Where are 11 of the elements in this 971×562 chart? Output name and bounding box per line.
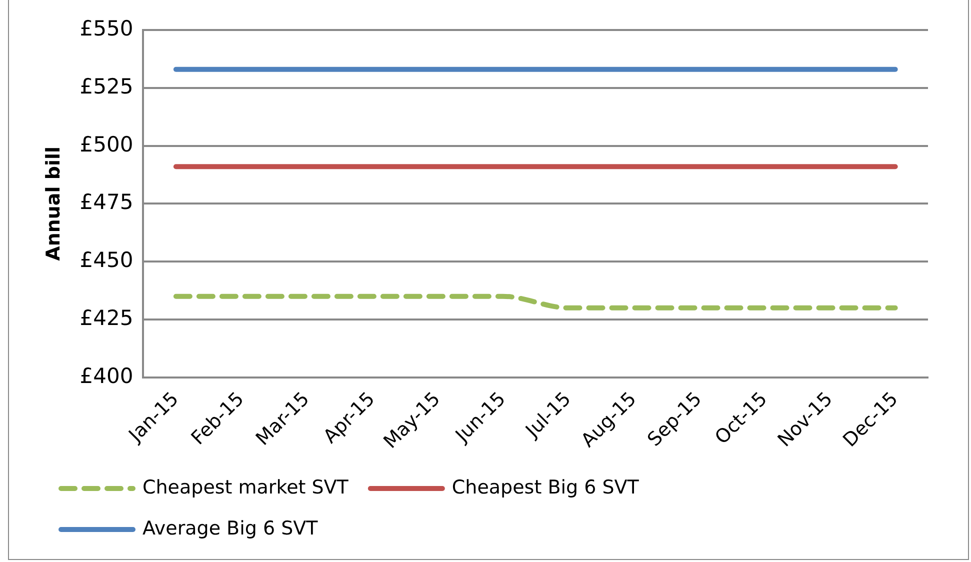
y-axis-title: Annual bill xyxy=(42,146,64,261)
y-tick-label: £400 xyxy=(80,364,134,388)
legend-label: Cheapest Big 6 SVT xyxy=(452,476,640,498)
y-tick-label: £425 xyxy=(80,306,134,330)
legend-label: Cheapest market SVT xyxy=(142,476,349,498)
y-tick-label: £550 xyxy=(80,16,134,40)
y-tick-label: £500 xyxy=(80,132,134,156)
legend-label: Average Big 6 SVT xyxy=(142,517,318,540)
y-tick-label: £475 xyxy=(80,190,134,214)
y-tick-label: £525 xyxy=(80,74,134,98)
y-tick-label: £450 xyxy=(80,248,134,272)
